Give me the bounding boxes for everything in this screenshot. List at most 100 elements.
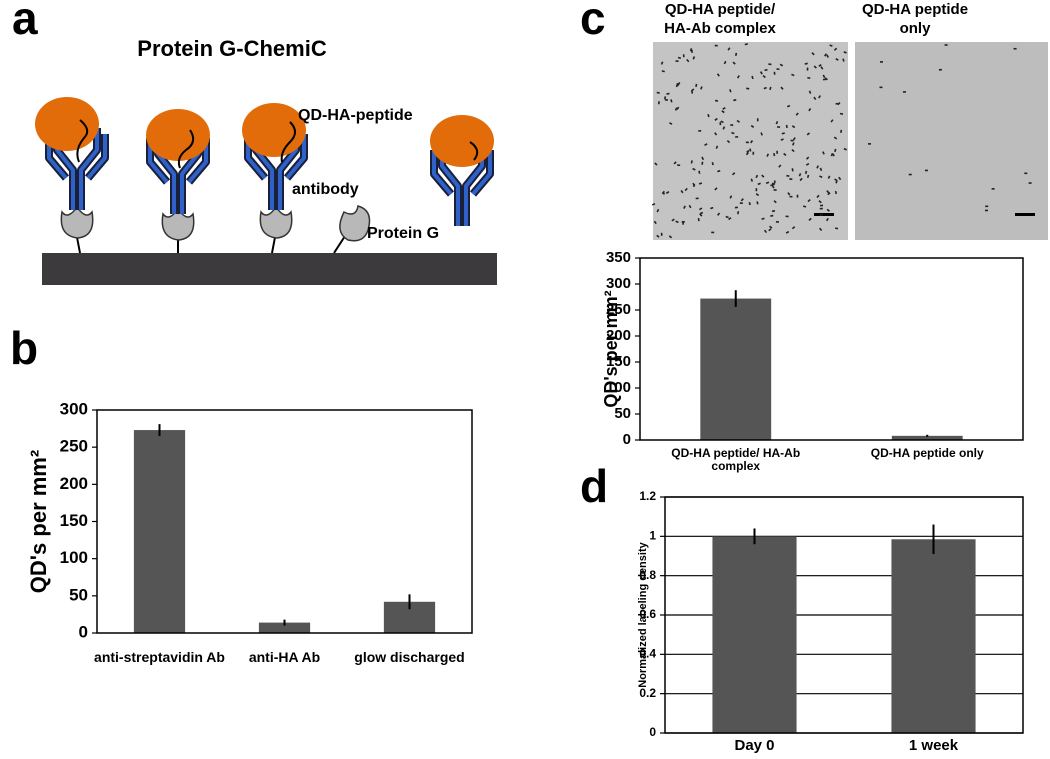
particle <box>908 173 912 176</box>
particle <box>731 131 735 135</box>
x-tick-label: QD-HA peptide/ HA-Ab complex <box>671 446 801 474</box>
particle <box>796 194 799 198</box>
particle <box>807 198 811 203</box>
particle <box>773 180 776 184</box>
particle <box>813 96 817 101</box>
quantum-dot <box>430 115 494 167</box>
particle <box>668 235 673 239</box>
particle <box>755 174 759 179</box>
particle <box>714 117 718 121</box>
particle <box>837 101 841 106</box>
particle <box>771 209 776 213</box>
bar <box>258 622 311 633</box>
particle <box>785 230 790 234</box>
particle <box>751 75 754 80</box>
particle <box>822 151 825 155</box>
particle <box>843 147 847 151</box>
particle <box>770 214 774 217</box>
particle <box>826 208 830 212</box>
particle <box>737 211 740 215</box>
particle <box>719 122 722 126</box>
particle <box>676 82 679 87</box>
particle <box>842 58 845 62</box>
particle <box>656 91 660 94</box>
particle <box>669 122 673 125</box>
particle <box>740 198 744 202</box>
particle <box>682 54 685 58</box>
particle <box>808 90 812 94</box>
particle <box>686 58 690 63</box>
image-caption: HA-Ab complex <box>664 20 776 37</box>
particle <box>730 123 734 127</box>
particle <box>714 99 719 102</box>
particle <box>840 129 843 133</box>
particle <box>759 71 763 75</box>
particle <box>781 132 785 135</box>
particle <box>776 68 780 71</box>
y-tick-label: 200 <box>606 327 631 344</box>
particle <box>902 91 906 93</box>
quantum-dot <box>146 109 210 161</box>
particle <box>692 56 696 60</box>
particle <box>839 112 844 115</box>
particle <box>879 86 883 89</box>
particle <box>868 143 872 145</box>
y-tick-label: 0 <box>79 622 88 641</box>
scale-bar <box>1015 213 1035 216</box>
particle <box>656 208 660 213</box>
particle <box>721 110 725 114</box>
surface <box>42 253 497 285</box>
particle <box>879 61 883 63</box>
particle <box>786 174 790 177</box>
particle <box>769 225 773 229</box>
particle <box>792 142 795 146</box>
particle <box>833 47 838 51</box>
particle <box>660 61 664 65</box>
particle <box>692 182 696 187</box>
x-tick-label: Day 0 <box>734 737 775 754</box>
particle <box>768 228 772 232</box>
y-tick-label: 250 <box>60 437 88 456</box>
panel-letter: c <box>580 0 606 44</box>
particle <box>773 189 777 191</box>
particle <box>819 207 823 210</box>
protein-g <box>60 205 94 239</box>
panel-letter: d <box>580 460 608 512</box>
particle <box>835 57 839 61</box>
particle <box>826 190 830 194</box>
particle <box>684 187 688 192</box>
particle <box>792 137 796 141</box>
particle <box>789 178 793 181</box>
particle <box>819 204 824 207</box>
particle <box>834 227 839 230</box>
protein-g <box>259 205 293 239</box>
particle <box>944 44 948 46</box>
particle <box>775 221 780 223</box>
particle <box>813 65 817 69</box>
bar <box>891 435 963 440</box>
protein-g-group <box>60 205 371 242</box>
particle <box>991 188 995 190</box>
particle <box>830 153 834 157</box>
peptide <box>469 141 479 161</box>
particle <box>1028 182 1032 184</box>
particle <box>714 187 718 191</box>
plot-frame <box>664 496 1024 734</box>
particle <box>802 205 807 208</box>
particle <box>671 218 675 222</box>
particle <box>825 217 829 222</box>
particle <box>824 77 828 81</box>
y-tick-label: 0.8 <box>639 568 656 582</box>
particle <box>785 124 788 129</box>
particle <box>806 156 810 160</box>
particle <box>1024 172 1028 175</box>
y-tick-label: 300 <box>606 275 631 292</box>
micrograph <box>855 42 1048 240</box>
panel-letter: a <box>12 0 38 44</box>
particle <box>744 43 748 46</box>
x-tick-label: glow discharged <box>354 649 465 665</box>
particle <box>664 99 668 101</box>
particle <box>826 54 829 58</box>
particle <box>691 90 694 94</box>
particle <box>698 207 703 211</box>
